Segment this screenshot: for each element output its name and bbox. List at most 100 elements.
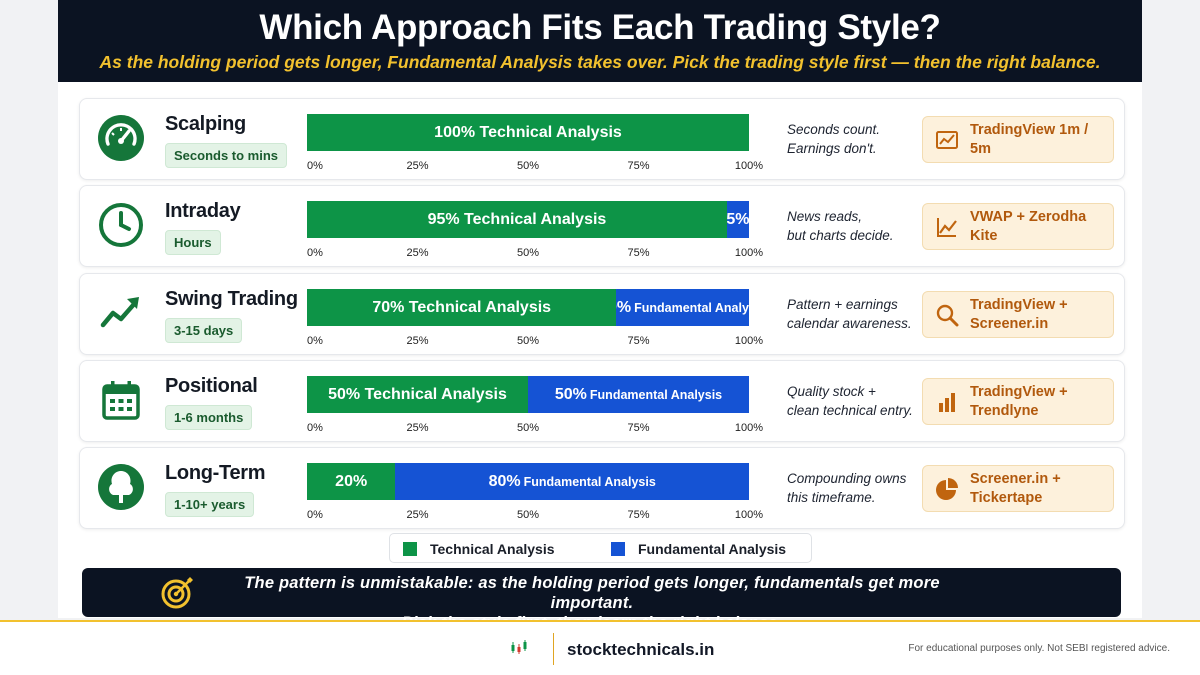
title-banner: Which Approach Fits Each Trading Style? … [58,0,1142,82]
style-row-intraday: Intraday Hours 95% Technical Analysis 5% 0% 2… [79,185,1125,267]
footer-divider [553,633,554,665]
tool-card[interactable]: TradingView 1m / 5m [922,116,1114,163]
holding-period-badge: Hours [165,230,221,255]
x-tick-label: 100% [734,509,764,521]
x-axis-ticks: 0% 25% 50% 75% 100% [307,422,763,436]
style-note-line: clean technical entry. [787,403,913,418]
bar-chart-icon [935,390,959,414]
segment-value-label: 50% [554,385,587,403]
calendar-icon [97,376,145,424]
tree-icon [97,463,145,511]
style-row-positional: Positional 1-6 months 50% Technical Analys… [79,360,1125,442]
x-tick-label: 0% [307,422,323,434]
style-name: Intraday [165,200,241,222]
tool-label-line: Trendlyne [970,402,1039,419]
x-tick-label: 25% [406,422,429,434]
page-title: Which Approach Fits Each Trading Style? [259,8,941,47]
allocation-bar: 100% Technical Analysis [307,114,749,151]
segment-value-label: 70% Technical Analysis [372,298,552,316]
tool-card[interactable]: Screener.in + Tickertape [922,465,1114,512]
takeaway-banner: The pattern is unmistakable: as the hold… [82,568,1121,632]
style-name: Positional [165,375,258,397]
x-tick-label: 25% [406,509,429,521]
style-note: Pattern + earnings calendar awareness. [787,295,922,333]
trend-up-icon [97,289,145,337]
style-note-line: Seconds count. [787,122,881,137]
technical-segment: 70% Technical Analysis [307,289,617,326]
allocation-bar: 70% Technical Analysis 30%Fundamental Ana… [307,289,749,326]
speedometer-icon [97,114,145,162]
legend-label-fundamental: Fundamental Analysis [638,541,787,557]
segment-value-label: 5% [726,210,749,228]
style-row-long-term: Long-Term 1-10+ years 20% 80% Fundamental An… [79,447,1125,529]
holding-period-badge: Seconds to mins [165,143,288,168]
style-note-line: Pattern + earnings [787,297,898,312]
tool-label-line: Tickertape [970,489,1043,506]
legend-item-fundamental: Fundamental Analysis [611,541,786,557]
tool-label: TradingView 1m / 5m [970,121,1110,159]
pie-chart-icon [935,477,959,501]
x-axis-ticks: 0% 25% 50% 75% 100% [307,335,763,349]
takeaway-text: The pattern is unmistakable: as the hold… [212,573,972,633]
footer-site[interactable]: stocktechnicals.in [567,640,715,659]
x-tick-label: 75% [627,160,650,172]
holding-period-badge: 3-15 days [165,318,243,343]
x-axis-ticks: 0% 25% 50% 75% 100% [307,160,763,174]
fundamental-segment: 80% Fundamental Analysis [395,463,749,500]
style-name: Swing Trading [165,288,298,310]
clock-icon [97,201,145,249]
x-tick-label: 75% [627,335,650,347]
tool-label-line: Screener.in + [970,470,1061,487]
footer: stocktechnicals.in For educational purpo… [0,620,1200,675]
tool-label: TradingView + Trendlyne [970,383,1110,421]
style-note-line: this timeframe. [787,490,876,505]
x-tick-label: 25% [406,247,429,259]
chart-window-icon [935,128,959,152]
x-tick-label: 100% [734,160,764,172]
fundamental-segment: 50% Fundamental Analysis [528,376,749,413]
segment-value-label: 80% [488,472,521,490]
tool-label: Screener.in + Tickertape [970,470,1110,508]
target-icon [159,575,195,611]
x-tick-label: 50% [516,247,540,259]
segment-value-label: 50% Technical Analysis [328,385,507,403]
x-tick-label: 0% [307,160,323,172]
allocation-bar: 50% Technical Analysis 50% Fundamental Ana… [307,376,749,413]
x-tick-label: 100% [734,422,764,434]
x-tick-label: 25% [406,335,429,347]
segment-series-label: Fundamental Analysis [589,387,723,402]
x-tick-label: 75% [627,509,650,521]
x-axis-ticks: 0% 25% 50% 75% 100% [307,509,763,523]
segment-value-label: 100% Technical Analysis [434,123,622,141]
x-tick-label: 50% [516,509,540,521]
segment-series-label: Fundamental Analysis [634,300,749,315]
style-note-line: calendar awareness. [787,316,912,331]
x-tick-label: 100% [734,247,764,259]
segment-value-label: 95% Technical Analysis [427,210,607,228]
allocation-bar: 20% 80% Fundamental Analysis [307,463,749,500]
style-row-scalping: Scalping Seconds to mins 100% Technical An… [79,98,1125,180]
tool-label-line: TradingView 1m / 5m [970,121,1089,157]
style-note: Compounding owns this timeframe. [787,469,922,507]
legend-swatch-fundamental [611,542,625,556]
x-tick-label: 0% [307,335,323,347]
technical-segment: 20% [307,463,396,500]
tool-card[interactable]: TradingView + Trendlyne [922,378,1114,425]
tool-card[interactable]: VWAP + Zerodha Kite [922,203,1114,250]
tool-label-line: TradingView + [970,383,1068,400]
style-note-line: News reads, [787,209,863,224]
x-tick-label: 50% [516,160,540,172]
tool-label: VWAP + Zerodha Kite [970,208,1110,246]
style-note-line: Earnings don't. [787,141,877,156]
tool-label-line: Screener.in [970,315,1049,332]
style-note-line: but charts decide. [787,228,894,243]
segment-series-label: Fundamental Analysis [523,474,656,489]
tool-card[interactable]: TradingView + Screener.in [922,291,1114,338]
allocation-bar: 95% Technical Analysis 5% [307,201,749,238]
style-note-line: Compounding owns [787,471,907,486]
segment-value-label: 30% [616,298,632,316]
x-tick-label: 50% [516,422,540,434]
style-name: Scalping [165,113,246,135]
style-row-swing-trading: Swing Trading 3-15 days 70% Technical Anal… [79,273,1125,355]
x-axis-ticks: 0% 25% 50% 75% 100% [307,247,763,261]
